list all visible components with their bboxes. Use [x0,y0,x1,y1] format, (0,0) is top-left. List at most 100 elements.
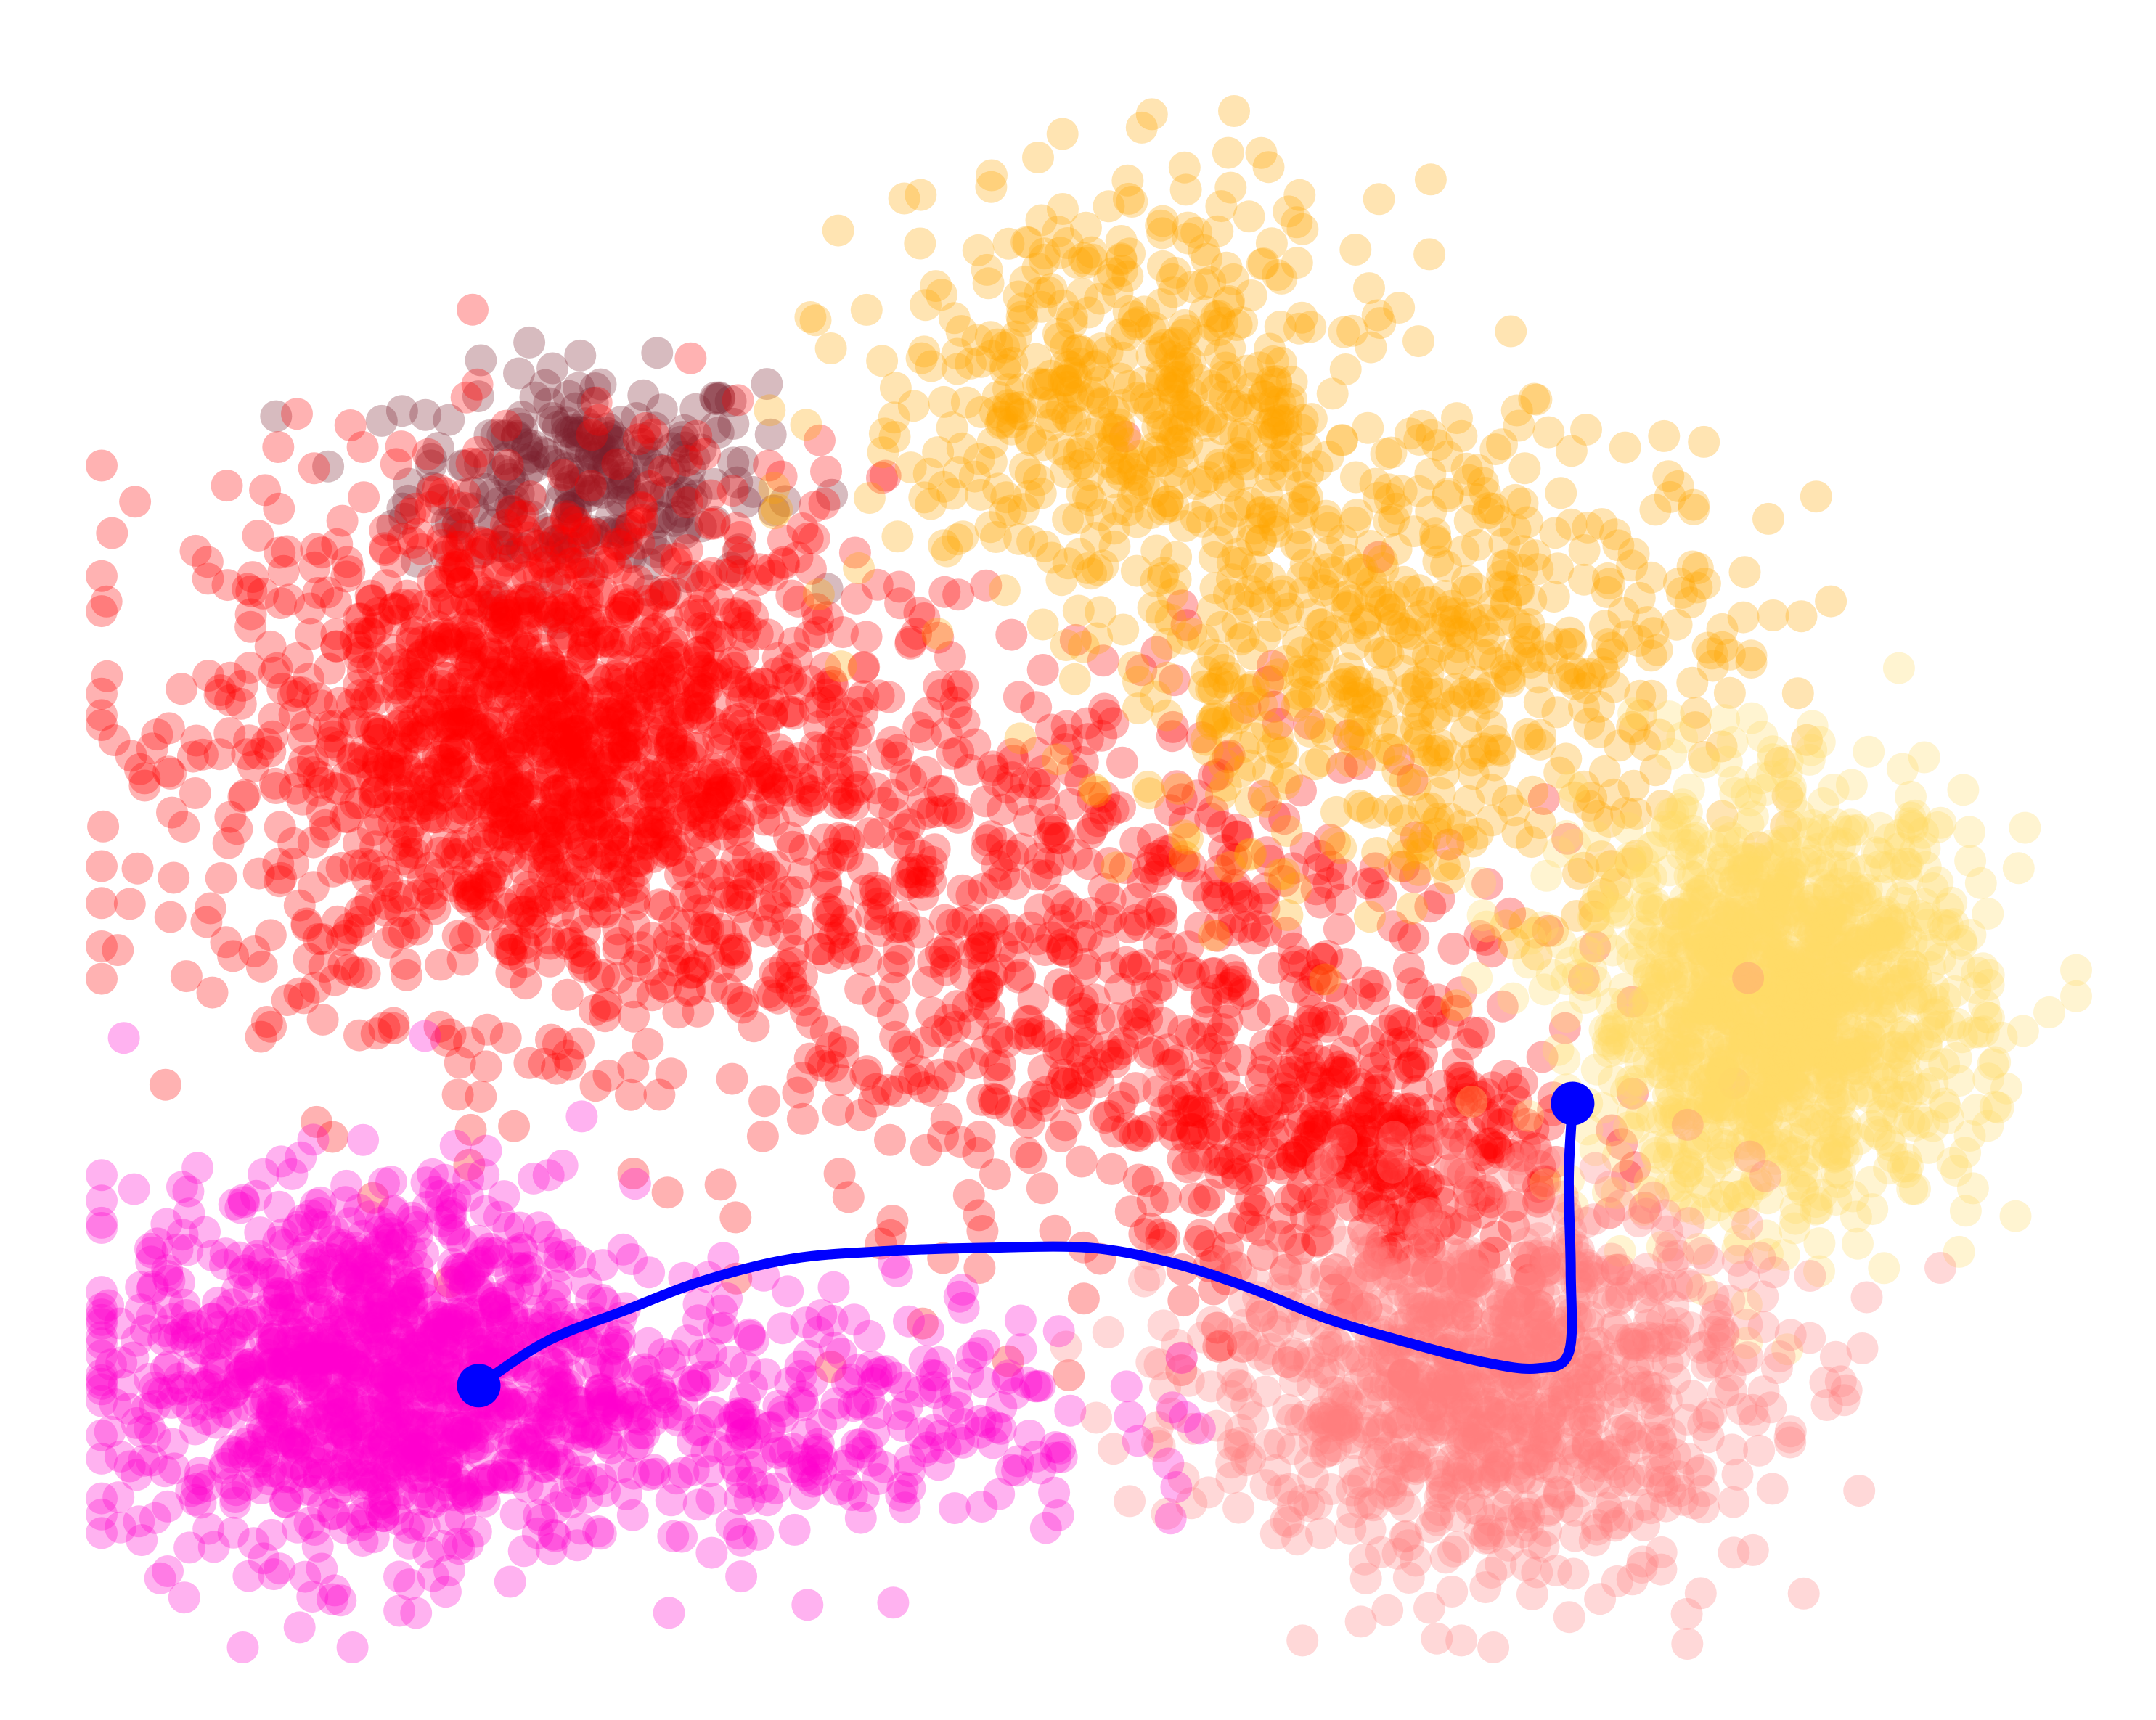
scatter-point-cluster-0 [417,472,449,504]
scatter-point-cluster-1 [853,817,886,850]
scatter-point-cluster-0 [665,425,698,458]
scatter-point-cluster-1 [430,727,463,760]
scatter-point-cluster-1 [472,898,504,930]
scatter-point-cluster-1 [771,875,804,908]
scatter-point-cluster-1 [373,754,406,787]
scatter-point-cluster-0 [312,450,345,483]
scatter-point-cluster-1 [568,615,601,647]
scatter-point-cluster-2 [927,1120,960,1152]
scatter-point-cluster-1 [636,922,669,954]
scatter-point-cluster-1 [388,916,420,949]
scatter-point-cluster-0 [700,383,732,416]
scatter-point-cluster-1 [479,734,512,767]
scatter-point-cluster-1 [261,652,293,684]
scatter-point-cluster-1 [682,731,715,763]
scatter-point-cluster-0 [592,449,625,481]
scatter-point-cluster-3 [1185,1219,1217,1251]
scatter-point-cluster-3 [1277,951,1310,983]
scatter-point-cluster-1 [618,750,650,783]
scatter-point-cluster-1 [378,592,411,624]
scatter-point-cluster-2 [752,976,785,1009]
scatter-point-cluster-5 [1591,562,1624,594]
scatter-point-cluster-1 [233,724,266,757]
scatter-point-cluster-1 [533,807,565,840]
scatter-point-cluster-0 [441,509,474,541]
scatter-point-cluster-4 [1414,163,1447,196]
scatter-point-cluster-1 [295,618,327,650]
scatter-point-cluster-1 [702,583,735,616]
scatter-point-cluster-1 [519,695,552,728]
scatter-point-cluster-0 [549,457,581,489]
scatter-point-cluster-4 [1355,331,1387,364]
scatter-point-cluster-1 [534,600,565,633]
scatter-point-cluster-5 [1208,653,1241,686]
scatter-point-cluster-1 [581,825,614,858]
scatter-point-cluster-0 [616,479,648,512]
scatter-point-cluster-0 [605,406,637,438]
scatter-point-cluster-1 [87,810,120,843]
scatter-point-cluster-1 [777,935,810,967]
scatter-point-cluster-1 [567,615,600,647]
scatter-point-cluster-3 [1167,1285,1200,1317]
scatter-point-cluster-0 [425,483,457,516]
scatter-point-cluster-1 [86,560,118,592]
scatter-point-cluster-0 [550,536,582,568]
scatter-point-cluster-1 [385,788,417,821]
scatter-point-cluster-2 [823,1158,856,1190]
scatter-point-cluster-4 [825,650,857,683]
scatter-point-cluster-1 [768,547,801,580]
scatter-point-cluster-0 [491,523,523,556]
scatter-point-cluster-2 [796,1007,828,1039]
scatter-point-cluster-1 [579,787,611,820]
scatter-point-cluster-2 [807,1049,840,1082]
scatter-point-cluster-1 [513,714,545,747]
scatter-point-cluster-0 [676,483,709,516]
scatter-point-cluster-1 [449,695,482,728]
scatter-point-cluster-1 [187,738,219,771]
scatter-point-cluster-5 [1542,552,1575,585]
scatter-point-cluster-2 [622,423,655,456]
scatter-point-cluster-1 [388,648,420,681]
scatter-point-cluster-2 [741,618,774,650]
scatter-point-cluster-5 [1280,872,1312,904]
scatter-point-cluster-2 [878,798,911,830]
scatter-point-cluster-1 [515,906,548,939]
scatter-point-cluster-1 [436,801,468,834]
scatter-point-cluster-1 [891,856,923,889]
scatter-point-cluster-1 [86,962,118,995]
scatter-point-cluster-4 [1029,531,1061,562]
scatter-point-cluster-2 [1181,869,1214,902]
scatter-point-cluster-2 [1122,1017,1155,1049]
scatter-point-cluster-1 [560,506,592,538]
scatter-point-cluster-0 [493,462,526,495]
scatter-point-cluster-1 [746,760,778,793]
scatter-point-cluster-1 [576,809,608,842]
scatter-point-cluster-1 [463,565,496,597]
scatter-point-cluster-1 [810,455,842,488]
scatter-point-cluster-1 [370,569,403,602]
scatter-point-cluster-2 [995,618,1028,651]
scatter-point-cluster-1 [494,933,526,966]
scatter-point-cluster-1 [449,922,481,955]
scatter-point-cluster-1 [339,622,372,655]
scatter-point-cluster-1 [288,745,320,777]
scatter-point-cluster-5 [1479,724,1511,757]
scatter-point-cluster-1 [383,791,415,824]
scatter-point-cluster-1 [577,697,610,729]
scatter-point-cluster-0 [446,449,479,482]
scatter-point-cluster-0 [640,507,672,540]
scatter-point-cluster-1 [450,381,483,414]
scatter-point-cluster-1 [495,676,528,708]
scatter-point-cluster-1 [770,901,803,934]
scatter-point-cluster-5 [1353,901,1386,933]
scatter-point-cluster-1 [846,697,879,729]
scatter-point-cluster-1 [552,736,585,769]
scatter-point-cluster-4 [1091,336,1124,369]
scatter-point-cluster-0 [698,505,731,538]
scatter-point-cluster-1 [551,718,584,750]
scatter-point-cluster-1 [441,865,474,898]
scatter-point-cluster-0 [606,485,639,517]
scatter-point-cluster-0 [539,565,571,598]
scatter-point-cluster-1 [682,673,715,705]
scatter-point-cluster-1 [356,760,389,793]
